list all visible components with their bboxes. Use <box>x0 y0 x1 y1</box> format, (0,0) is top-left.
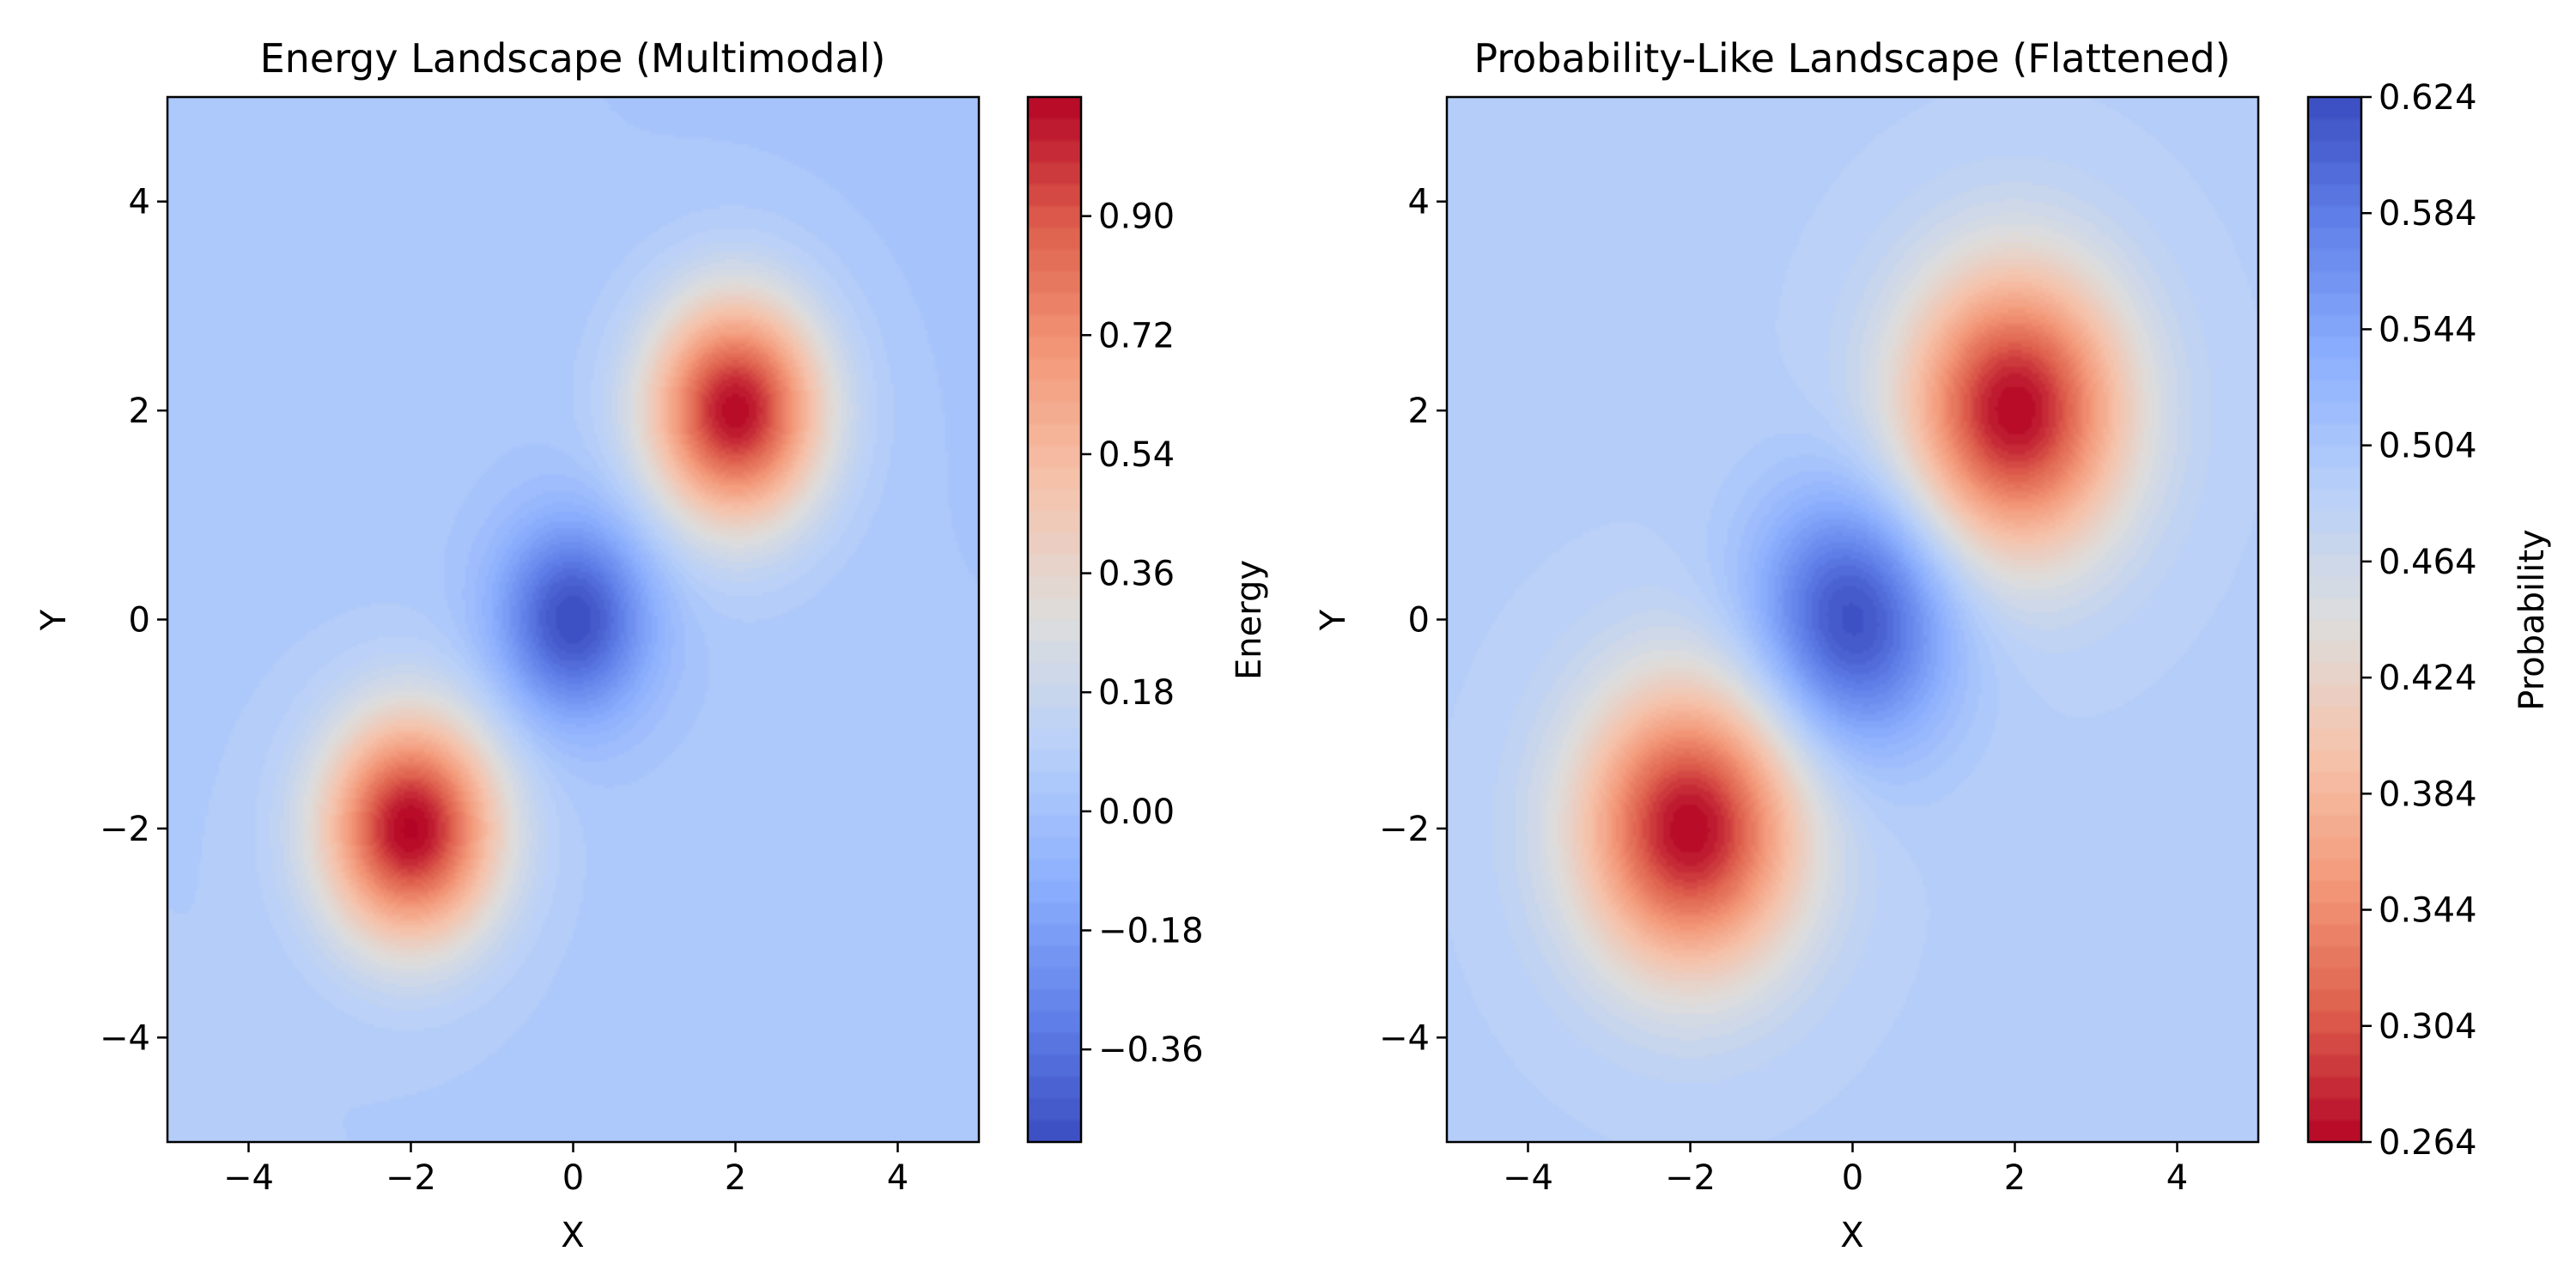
energy-colorbar-tick-label: −0.18 <box>1098 912 1204 951</box>
energy-colorbar-tick-label: 0.18 <box>1098 673 1175 713</box>
energy-y-tick-label: 4 <box>129 183 150 222</box>
probability-x-tick-label: −4 <box>1503 1158 1553 1198</box>
energy-y-tick-label: 0 <box>129 601 150 641</box>
probability-y-tick-label: 0 <box>1408 601 1430 641</box>
probability-x-ticks: −4 −2 0 2 4 <box>1503 1142 2188 1198</box>
energy-chart-title: Energy Landscape (Multimodal) <box>260 35 886 82</box>
probability-colorbar-tick-label: 0.344 <box>2379 891 2477 931</box>
energy-colorbar-tick-label: 0.36 <box>1098 555 1175 594</box>
energy-y-ticks: −4 −2 0 2 4 <box>100 183 167 1058</box>
probability-y-tick-label: 4 <box>1408 183 1430 222</box>
probability-colorbar-tick-label: 0.504 <box>2379 427 2477 466</box>
energy-colorbar-tick-label: 0.72 <box>1098 316 1175 355</box>
energy-colorbar-tick-label: 0.54 <box>1098 435 1175 475</box>
probability-x-tick-label: 2 <box>2004 1158 2026 1198</box>
probability-colorbar-tick-label: 0.424 <box>2379 659 2477 698</box>
probability-colorbar-ticks: 0.264 0.304 0.344 0.384 0.424 0.464 0.504 0.544… <box>2361 78 2477 1163</box>
energy-x-tick-label: 2 <box>725 1158 746 1198</box>
probability-colorbar-label: Probability <box>2512 529 2552 710</box>
energy-x-tick-label: −2 <box>386 1158 436 1198</box>
energy-y-tick-label: 2 <box>129 392 150 431</box>
probability-colorbar-frame <box>2306 95 2363 1144</box>
energy-y-axis-label: Y <box>34 609 74 631</box>
probability-x-tick-label: 4 <box>2166 1158 2188 1198</box>
energy-x-ticks: −4 −2 0 2 4 <box>223 1142 908 1198</box>
probability-colorbar-tick-label: 0.384 <box>2379 775 2477 814</box>
probability-y-ticks: −4 −2 0 2 4 <box>1379 183 1447 1058</box>
energy-colorbar-image <box>1028 97 1081 1142</box>
energy-heatmap <box>167 97 979 1142</box>
probability-panel: Probability-Like Landscape (Flattened) −… <box>1314 35 2552 1255</box>
probability-colorbar-tick-label: 0.264 <box>2379 1123 2477 1163</box>
probability-colorbar-tick-label: 0.304 <box>2379 1007 2477 1047</box>
energy-colorbar-tick-label: 0.90 <box>1098 197 1175 237</box>
probability-colorbar-tick-label: 0.464 <box>2379 543 2477 582</box>
energy-colorbar-tick-label: 0.00 <box>1098 793 1175 832</box>
probability-y-axis-label: Y <box>1314 609 1353 631</box>
energy-colorbar-ticks: −0.36 −0.18 0.00 0.18 0.36 0.54 0.72 0.90 <box>1081 197 1204 1070</box>
energy-x-tick-label: −4 <box>223 1158 274 1198</box>
probability-chart-title: Probability-Like Landscape (Flattened) <box>1473 35 2230 82</box>
probability-colorbar: 0.264 0.304 0.344 0.384 0.424 0.464 0.504 0.544… <box>2306 78 2552 1163</box>
energy-panel: Energy Landscape (Multimodal) −4 −2 0 2 4 −4… <box>34 35 1269 1255</box>
probability-colorbar-image <box>2308 97 2361 1142</box>
probability-x-axis-label: X <box>1840 1216 1863 1255</box>
energy-x-axis-label: X <box>561 1216 584 1255</box>
energy-colorbar: −0.36 −0.18 0.00 0.18 0.36 0.54 0.72 0.90 Energ… <box>1026 95 1269 1144</box>
energy-colorbar-label: Energy <box>1230 560 1269 680</box>
probability-x-tick-label: 0 <box>1842 1158 1863 1198</box>
energy-heatmap-image <box>167 97 979 1142</box>
probability-y-tick-label: −2 <box>1379 810 1430 849</box>
energy-colorbar-frame <box>1026 95 1083 1144</box>
probability-x-tick-label: −2 <box>1665 1158 1716 1198</box>
energy-x-tick-label: 0 <box>562 1158 584 1198</box>
energy-y-tick-label: −2 <box>100 810 150 849</box>
probability-y-tick-label: −4 <box>1379 1018 1430 1058</box>
probability-y-tick-label: 2 <box>1408 392 1430 431</box>
probability-heatmap <box>1447 97 2258 1142</box>
probability-colorbar-tick-label: 0.584 <box>2379 194 2477 234</box>
energy-x-tick-label: 4 <box>887 1158 908 1198</box>
probability-heatmap-image <box>1447 97 2258 1142</box>
energy-y-tick-label: −4 <box>100 1018 150 1058</box>
energy-colorbar-tick-label: −0.36 <box>1098 1030 1204 1070</box>
probability-colorbar-tick-label: 0.544 <box>2379 310 2477 349</box>
probability-colorbar-tick-label: 0.624 <box>2379 78 2477 118</box>
